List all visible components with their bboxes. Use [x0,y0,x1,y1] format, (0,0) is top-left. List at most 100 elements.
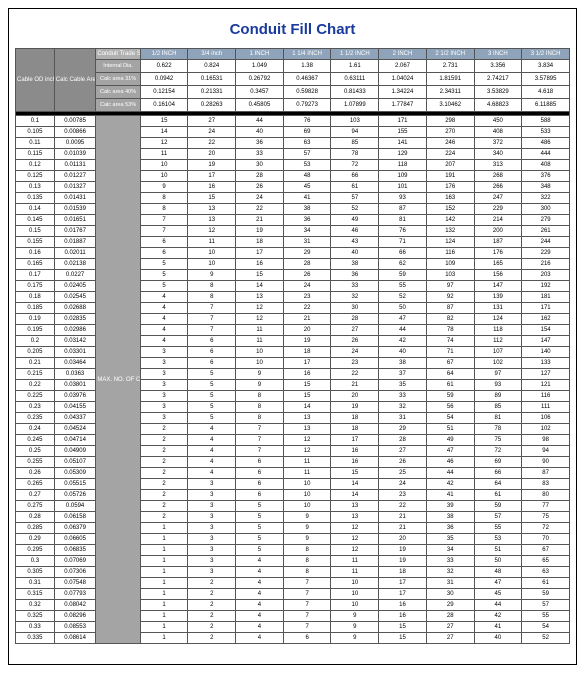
cell-area-3: 0.01039 [54,149,96,160]
cell-13-5: 62 [379,259,427,270]
cell-27-0: 3 [140,413,188,424]
cell-area-27: 0.04337 [54,413,96,424]
cell-29-8: 98 [522,435,570,446]
cell-od-34: 0.27 [16,490,55,501]
cell-4-3: 53 [283,160,331,171]
cell-od-47: 0.335 [16,633,55,644]
cell-37-0: 1 [140,523,188,534]
cell-30-6: 47 [426,446,474,457]
cell-45-8: 55 [522,611,570,622]
cell-44-7: 44 [474,600,522,611]
cell-area-28: 0.04524 [54,424,96,435]
cell-area-24: 0.03801 [54,380,96,391]
cell-31-4: 16 [331,457,379,468]
max-cables-label: MAX. NO. OF CABLES [96,116,140,644]
cell-21-8: 140 [522,347,570,358]
cell-47-4: 9 [331,633,379,644]
cell-15-6: 97 [426,281,474,292]
hdr-val-0-8: 3.834 [522,60,570,73]
cell-24-3: 15 [283,380,331,391]
cell-16-7: 139 [474,292,522,303]
cell-0-1: 27 [188,116,236,127]
hdr-val-0-6: 2.731 [426,60,474,73]
cell-18-6: 82 [426,314,474,325]
cell-44-6: 29 [426,600,474,611]
cell-17-3: 22 [283,303,331,314]
cell-area-6: 0.01327 [54,182,96,193]
cell-1-3: 69 [283,127,331,138]
cell-area-7: 0.01431 [54,193,96,204]
cell-45-1: 2 [188,611,236,622]
cell-area-35: 0.0594 [54,501,96,512]
cell-27-7: 81 [474,413,522,424]
cell-area-42: 0.07548 [54,578,96,589]
cell-6-8: 348 [522,182,570,193]
cell-5-4: 66 [331,171,379,182]
cell-26-5: 32 [379,402,427,413]
cell-28-6: 51 [426,424,474,435]
cell-area-40: 0.07069 [54,556,96,567]
cell-37-8: 72 [522,523,570,534]
cell-22-2: 10 [236,358,284,369]
cell-44-4: 10 [331,600,379,611]
cell-0-0: 15 [140,116,188,127]
cell-22-4: 23 [331,358,379,369]
cell-od-42: 0.31 [16,578,55,589]
cell-20-0: 4 [140,336,188,347]
cell-8-1: 13 [188,204,236,215]
cell-34-8: 80 [522,490,570,501]
cell-46-5: 15 [379,622,427,633]
cell-8-0: 8 [140,204,188,215]
cell-2-4: 85 [331,138,379,149]
cell-12-0: 6 [140,248,188,259]
hdr-val-3-3: 0.79273 [283,99,331,112]
cell-3-5: 129 [379,149,427,160]
cell-1-1: 24 [188,127,236,138]
cell-13-6: 109 [426,259,474,270]
cell-14-0: 5 [140,270,188,281]
hdr-val-0-1: 0.824 [188,60,236,73]
cell-22-1: 6 [188,358,236,369]
cell-14-1: 9 [188,270,236,281]
cell-19-7: 118 [474,325,522,336]
cell-3-2: 33 [236,149,284,160]
cell-46-6: 27 [426,622,474,633]
cell-0-8: 588 [522,116,570,127]
cell-od-37: 0.285 [16,523,55,534]
cell-15-2: 14 [236,281,284,292]
cell-23-0: 3 [140,369,188,380]
cell-24-2: 9 [236,380,284,391]
cell-od-1: 0.105 [16,127,55,138]
cell-44-3: 7 [283,600,331,611]
cell-27-8: 106 [522,413,570,424]
cell-31-6: 46 [426,457,474,468]
cell-5-8: 376 [522,171,570,182]
cell-area-18: 0.02835 [54,314,96,325]
cell-area-41: 0.07306 [54,567,96,578]
cell-45-7: 42 [474,611,522,622]
cell-10-3: 34 [283,226,331,237]
cell-20-4: 26 [331,336,379,347]
trade-size-head-4: 1 1/2 INCH [331,49,379,60]
cell-6-1: 16 [188,182,236,193]
cell-41-8: 63 [522,567,570,578]
cell-17-1: 7 [188,303,236,314]
hdr-val-0-5: 2.067 [379,60,427,73]
cell-24-6: 61 [426,380,474,391]
cell-18-1: 7 [188,314,236,325]
cell-od-3: 0.115 [16,149,55,160]
cell-47-5: 15 [379,633,427,644]
trade-size-head-1: 3/4 inch [188,49,236,60]
cell-od-9: 0.145 [16,215,55,226]
cell-47-1: 2 [188,633,236,644]
cell-24-0: 3 [140,380,188,391]
cell-3-7: 340 [474,149,522,160]
cell-43-8: 59 [522,589,570,600]
cell-7-4: 57 [331,193,379,204]
cell-41-6: 32 [426,567,474,578]
cell-38-3: 9 [283,534,331,545]
cell-area-4: 0.01131 [54,160,96,171]
cell-34-6: 41 [426,490,474,501]
cell-3-6: 224 [426,149,474,160]
cell-12-1: 10 [188,248,236,259]
